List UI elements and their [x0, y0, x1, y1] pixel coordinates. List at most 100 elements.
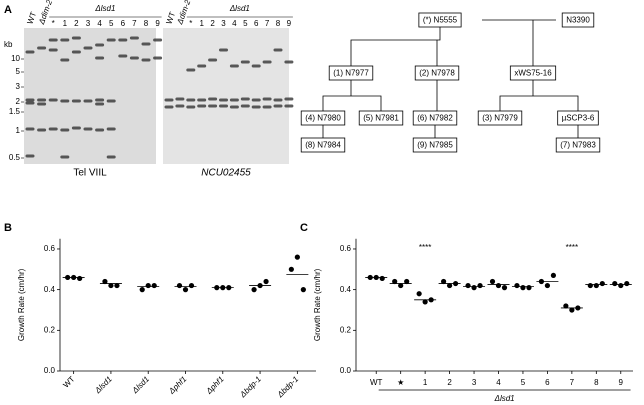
data-point: [392, 278, 398, 285]
lane-label: 1: [63, 19, 68, 28]
lane-label: WT: [25, 11, 38, 26]
gel-band: [83, 127, 93, 131]
data-point: [514, 282, 520, 289]
gel-band: [284, 104, 294, 108]
gel-band: [83, 46, 93, 50]
gel-caption: NCU02455: [201, 168, 251, 179]
y-tick-label: 0.6: [340, 244, 352, 253]
data-point: [102, 278, 108, 285]
lane-label: 3: [221, 19, 226, 28]
data-point: [544, 282, 551, 289]
pedigree: (*) N5555 N3390 (1) N7977 (2) N7978 xWS75-16…: [300, 12, 601, 153]
gel-band: [25, 154, 35, 158]
pedigree-label: (7) N7983: [560, 141, 596, 150]
y-tick-label: 0.0: [340, 366, 352, 375]
gel-band: [197, 64, 207, 68]
y-tick-label: 0.4: [44, 285, 56, 294]
gel-band: [164, 105, 174, 109]
x-tick-label: 3: [472, 378, 477, 387]
x-tick-label: Δlsd1: [130, 375, 151, 396]
gel-band: [240, 97, 250, 101]
pedigree-node: [414, 65, 460, 81]
kb-label: 5: [16, 67, 21, 76]
lane-label: 8: [276, 19, 281, 28]
lane-label: 5: [109, 19, 114, 28]
data-point: [624, 280, 630, 287]
gel-band: [273, 104, 283, 108]
gel-band: [106, 38, 116, 42]
gel-band: [95, 128, 105, 132]
pedigree-node: [300, 110, 346, 126]
gel-band: [208, 97, 218, 101]
gel-band: [95, 56, 105, 60]
lane-label: 3: [86, 19, 91, 28]
data-point: [501, 285, 508, 291]
x-tick-label: Δphf1: [204, 375, 226, 397]
pedigree-node: [300, 137, 346, 153]
gel-band: [141, 58, 151, 62]
gel-band: [60, 99, 70, 103]
data-point: [593, 282, 599, 289]
data-point: [251, 287, 257, 293]
gel-band: [60, 128, 70, 132]
panel-label: C: [300, 222, 308, 234]
gel-band: [284, 60, 294, 64]
gel-band: [262, 105, 272, 109]
significance: ****: [566, 243, 578, 252]
gel-band: [118, 54, 128, 58]
kb-label: 0.5: [9, 153, 21, 162]
gel-band: [219, 104, 228, 108]
data-point: [471, 285, 477, 291]
gel-band: [219, 48, 228, 52]
y-tick-label: 0.0: [44, 366, 56, 375]
gel-band: [37, 128, 47, 132]
gel: [163, 28, 289, 164]
data-point: [489, 278, 496, 285]
data-point: [440, 278, 447, 285]
data-point: [446, 282, 453, 289]
gel-band: [197, 104, 207, 108]
gel-band: [186, 68, 196, 72]
gel-band: [25, 127, 35, 131]
y-tick-label: 0.4: [340, 285, 352, 294]
data-point: [618, 282, 624, 289]
gel-band: [229, 105, 239, 109]
gel-band: [164, 98, 174, 102]
pedigree-node: [477, 110, 523, 126]
data-point: [288, 266, 294, 272]
gel-band: [240, 60, 250, 64]
pedigree-label: (*) N5555: [423, 16, 458, 25]
lane-label: WT: [164, 11, 177, 26]
significance: ****: [419, 243, 431, 252]
kb-label: 3: [16, 82, 21, 91]
pedigree-label: xWS75-16: [514, 69, 552, 78]
gel-band: [262, 97, 272, 101]
lane-label: 6: [254, 19, 259, 28]
pedigree-node: [557, 110, 599, 126]
gel-caption: Tel VIIL: [73, 168, 107, 179]
data-point: [114, 282, 120, 289]
gel-band: [48, 48, 58, 52]
gel-band: [153, 38, 163, 42]
y-tick-label: 0.6: [44, 244, 56, 253]
gel-band: [229, 64, 239, 68]
gel-band: [48, 38, 58, 42]
pedigree-label: µSCP3-6: [562, 114, 595, 123]
gel-band: [197, 98, 207, 102]
data-point: [495, 282, 502, 289]
data-point: [176, 282, 183, 289]
pedigree-label: (8) N7984: [305, 141, 341, 150]
gel-band: [71, 36, 81, 40]
data-point: [398, 282, 404, 289]
data-point: [612, 280, 618, 287]
gel-band: [106, 99, 116, 103]
gel-band: [284, 97, 294, 101]
gel-band: [83, 99, 93, 103]
lane-label: 9: [155, 19, 160, 28]
gel-band: [106, 127, 116, 131]
panel-label: B: [4, 222, 12, 234]
data-point: [77, 275, 83, 282]
data-point: [151, 282, 157, 289]
data-point: [263, 278, 269, 285]
gel: [24, 28, 156, 164]
